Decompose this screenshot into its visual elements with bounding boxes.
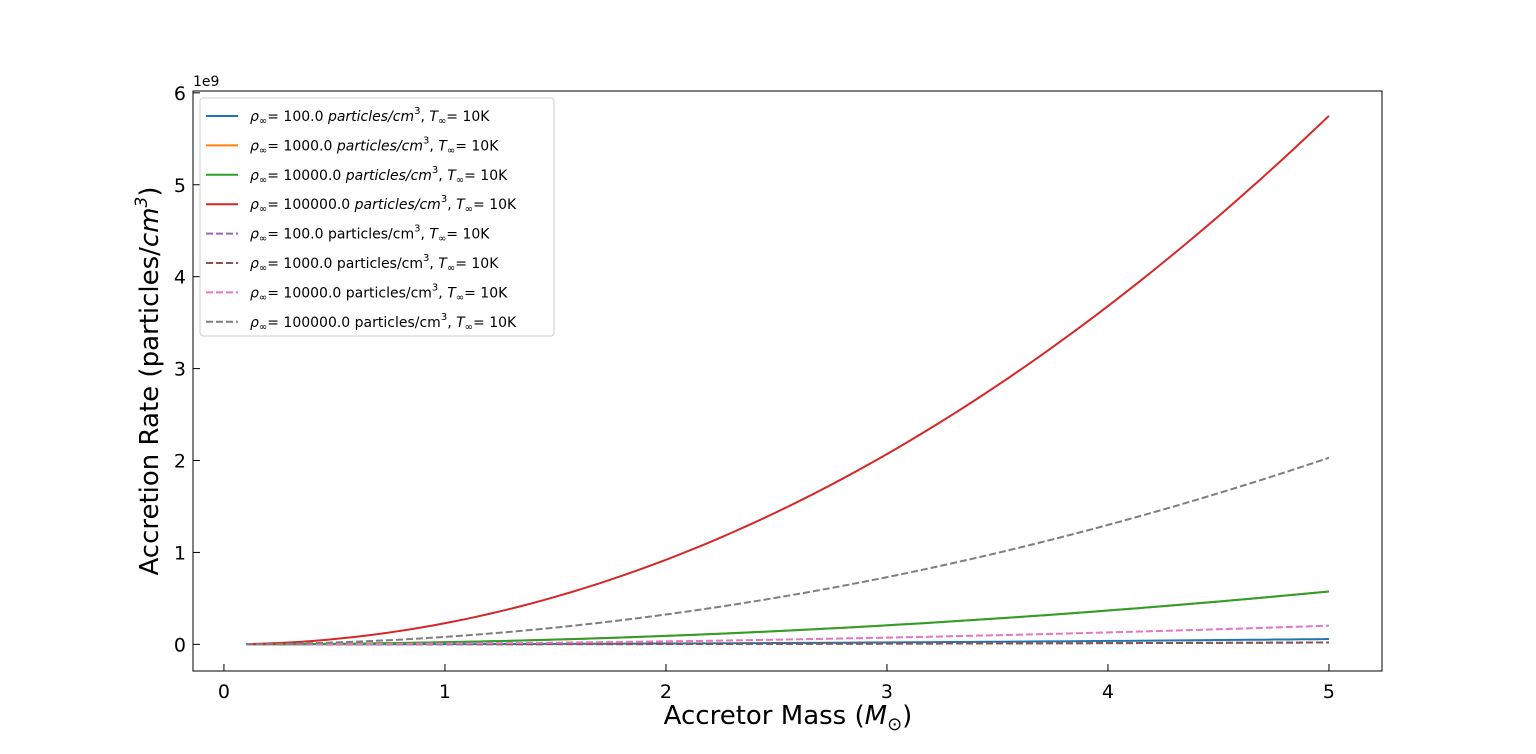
legend-label-4: ρ∞= 100000.0 particles/cm3, T∞= 10K xyxy=(250,194,517,215)
legend-box xyxy=(199,97,555,337)
x-tick-label: 5 xyxy=(1323,681,1335,703)
y-offset-label: 1e9 xyxy=(193,74,219,90)
y-axis-title: Accretion Rate (particles/cm3) xyxy=(132,186,165,575)
y-tick-label: 3 xyxy=(174,359,186,381)
x-tick-label: 0 xyxy=(218,681,230,703)
ticks-layer: 0 1 2 3 4 5 0 1 2 3 4 5 6 xyxy=(174,83,1335,703)
x-tick-label: 3 xyxy=(881,681,893,703)
y-tick-label: 0 xyxy=(174,634,186,656)
y-tick-label: 4 xyxy=(174,267,186,289)
series-layer xyxy=(246,115,1330,646)
x-tick-label: 1 xyxy=(439,681,451,703)
y-tick-label: 1 xyxy=(174,542,186,564)
legend-label-8: ρ∞= 100000.0 particles/cm3, T∞= 10K xyxy=(250,312,517,333)
legend-label-1: ρ∞= 100.0 particles/cm3, T∞= 10K xyxy=(250,106,490,127)
plot-frame xyxy=(192,90,1383,672)
legend-label-2: ρ∞= 1000.0 particles/cm3, T∞= 10K xyxy=(250,135,499,156)
legend-label-7: ρ∞= 10000.0 particles/cm3, T∞= 10K xyxy=(250,282,508,303)
x-tick-label: 4 xyxy=(1102,681,1114,703)
series-line-8 xyxy=(246,456,1330,646)
series-line-7 xyxy=(246,624,1329,646)
y-tick-label: 5 xyxy=(174,175,186,197)
series-line-4 xyxy=(246,115,1330,646)
y-tick-label: 6 xyxy=(174,83,186,105)
x-axis-title: Accretor Mass (M⊙) xyxy=(664,701,913,735)
series-line-3 xyxy=(246,590,1330,646)
y-tick-label: 2 xyxy=(174,451,186,473)
legend-label-6: ρ∞= 1000.0 particles/cm3, T∞= 10K xyxy=(250,253,499,274)
legend: ρ∞= 100.0 particles/cm3, T∞= 10K ρ∞= 1000… xyxy=(199,97,555,337)
x-tick-label: 2 xyxy=(660,681,672,703)
legend-label-3: ρ∞= 10000.0 particles/cm3, T∞= 10K xyxy=(250,165,508,186)
legend-label-5: ρ∞= 100.0 particles/cm3, T∞= 10K xyxy=(250,224,490,245)
